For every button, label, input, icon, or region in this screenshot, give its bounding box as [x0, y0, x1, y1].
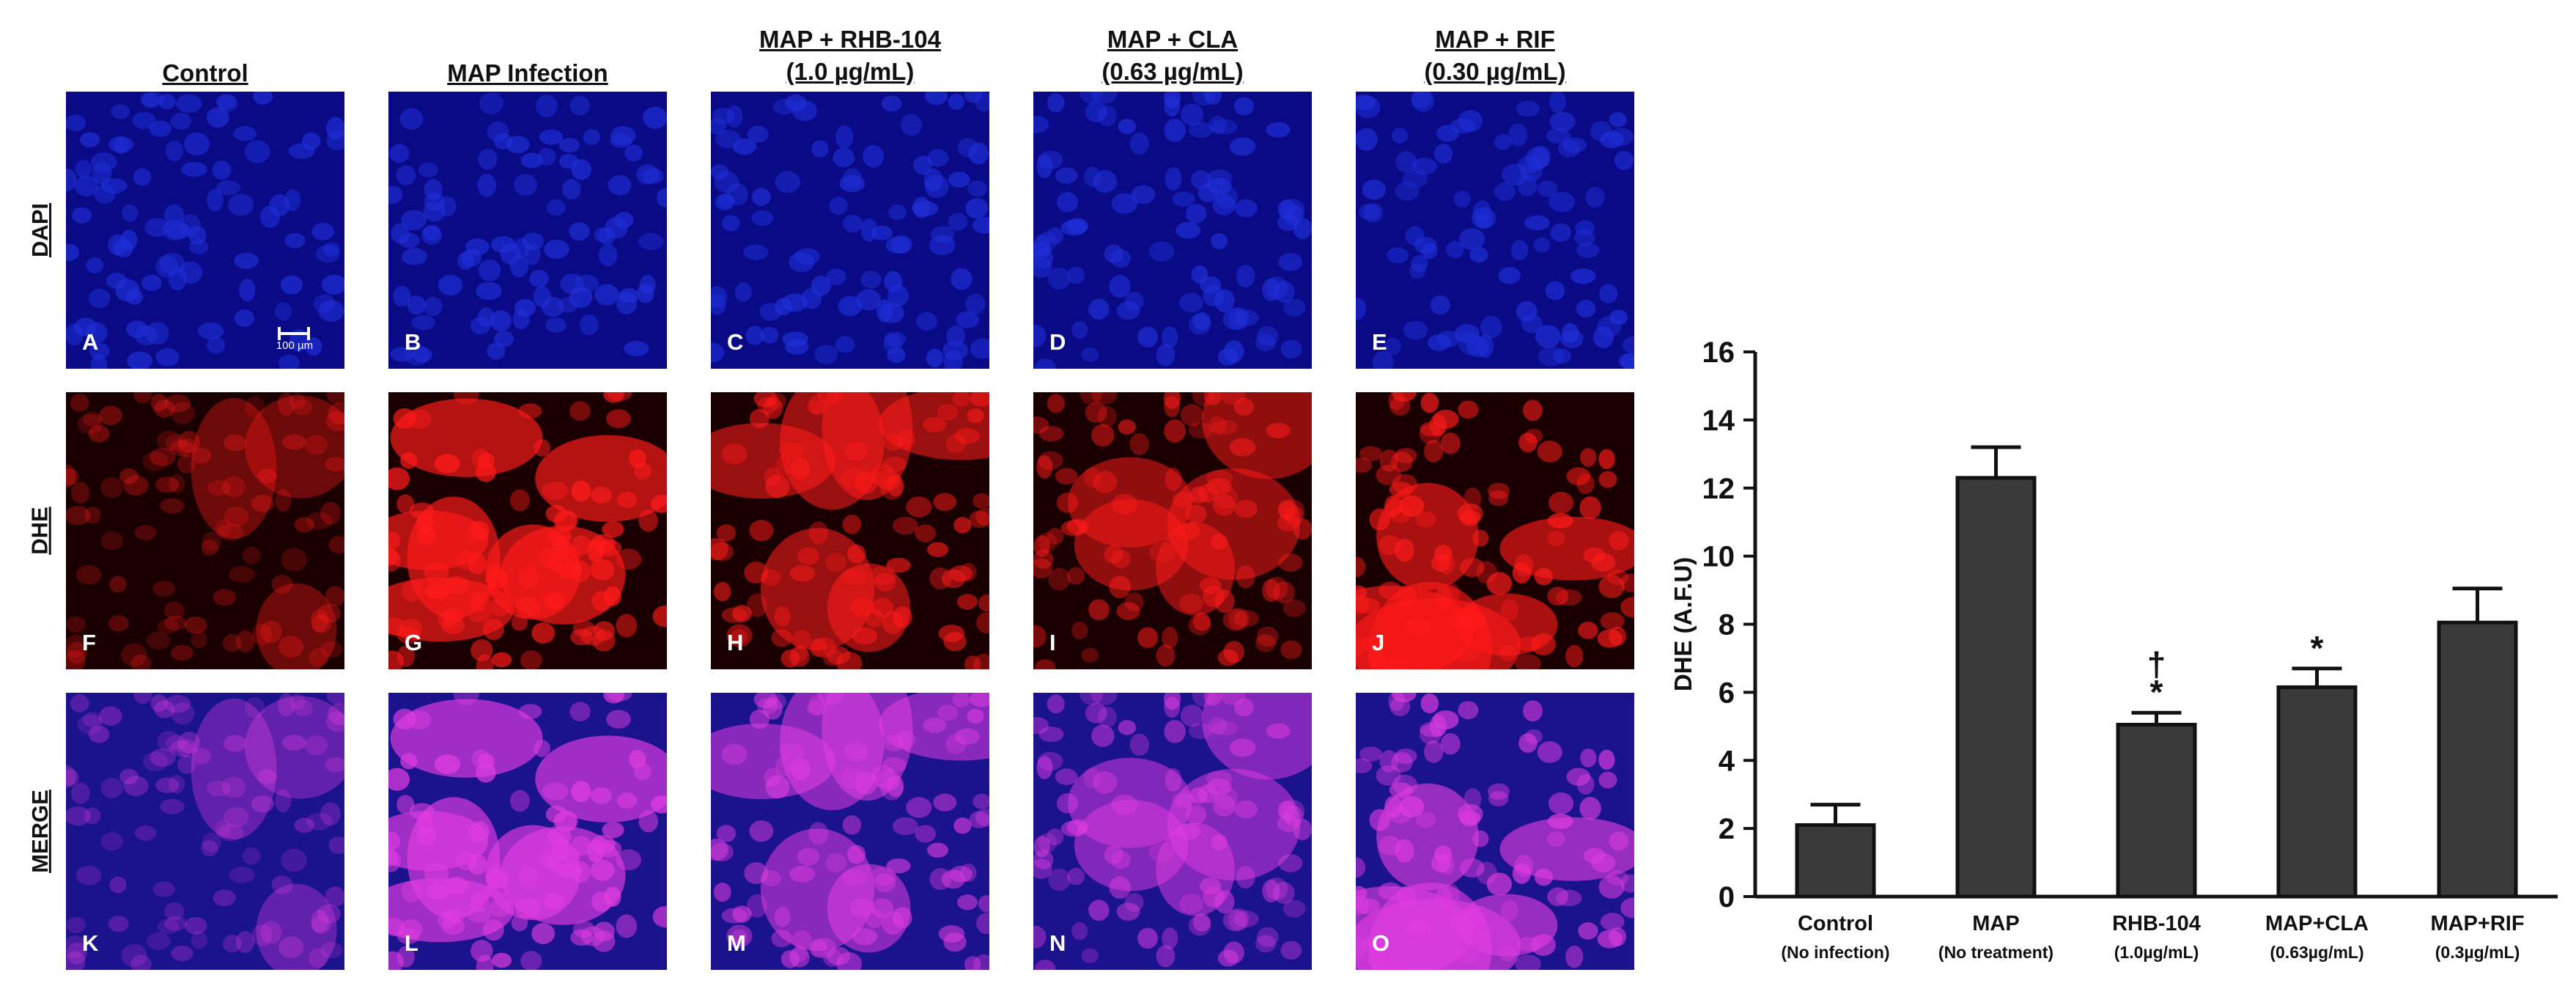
- row-label-merge: MERGE: [27, 790, 53, 873]
- panel-letter: M: [727, 930, 746, 956]
- row-label-dhe: DHE: [27, 507, 53, 555]
- dhe-bar-chart: 0 2 4 6 8 10 12 14 16 DHE (A.F.U) Control (No infec…: [1669, 336, 2558, 962]
- y-tick-label: 16: [1702, 336, 1735, 369]
- y-tick-label: 2: [1719, 813, 1735, 845]
- column-header-cla: MAP + CLA (0.63 µg/mL): [1101, 26, 1244, 85]
- panel-letter: I: [1049, 630, 1056, 655]
- micrograph-panel-merge: M: [711, 693, 989, 970]
- micrograph-panel-dhe: I: [1033, 392, 1312, 669]
- y-axis-label: DHE (A.F.U): [1669, 557, 1697, 691]
- panel-letter: D: [1049, 329, 1066, 355]
- column-header-control: Control: [162, 59, 248, 87]
- micrograph-panel-dhe: F: [66, 392, 344, 669]
- panel-letter: J: [1372, 630, 1385, 655]
- y-tick-label: 0: [1719, 881, 1735, 913]
- x-tick-sublabel: (0.63µg/mL): [2270, 943, 2363, 962]
- micrograph-panel-merge: O: [1356, 693, 1634, 970]
- bar: [2276, 685, 2358, 899]
- micrograph-panel-dapi: D: [1033, 92, 1312, 369]
- column-header-rhb104: MAP + RHB-104 (1.0 µg/mL): [759, 26, 941, 85]
- y-tick-label: 8: [1719, 609, 1735, 641]
- micrograph-panel-dhe: H: [711, 392, 989, 669]
- x-tick-label: MAP+CLA: [2265, 912, 2369, 935]
- panel-letter: E: [1372, 329, 1387, 355]
- row-label-dapi: DAPI: [27, 202, 53, 258]
- panel-letter: H: [727, 630, 744, 655]
- bar: [2116, 722, 2197, 899]
- significance-marker: *: [2311, 629, 2324, 667]
- panel-letter: L: [405, 930, 418, 956]
- column-header-rif: MAP + RIF (0.30 µg/mL): [1424, 26, 1566, 85]
- scale-bar-label: 100 µm: [276, 339, 314, 352]
- panel-letter: N: [1049, 930, 1066, 956]
- x-tick-label: MAP: [1972, 912, 2019, 935]
- significance-marker: †: [2147, 645, 2166, 683]
- bar: [1955, 476, 2037, 899]
- x-tick-sublabel: (1.0µg/mL): [2114, 943, 2199, 962]
- micrograph-panel-dapi: A 100 µm: [66, 92, 344, 369]
- y-tick-label: 12: [1702, 473, 1735, 505]
- micrograph-panel-merge: K: [66, 693, 344, 970]
- micrograph-panel-merge: L: [388, 693, 667, 970]
- x-tick-label: Control: [1798, 912, 1873, 935]
- micrograph-panel-dhe: J: [1356, 392, 1634, 669]
- panel-letter: K: [82, 930, 99, 956]
- y-tick-label: 10: [1702, 541, 1735, 573]
- panel-letter: C: [727, 329, 744, 355]
- y-tick-label: 6: [1719, 677, 1735, 709]
- x-tick-sublabel: (0.3µg/mL): [2435, 943, 2520, 962]
- micrograph-panel-dapi: E: [1356, 92, 1634, 369]
- bar: [2437, 620, 2518, 899]
- x-tick-sublabel: (No infection): [1781, 943, 1889, 962]
- panel-letter: O: [1372, 930, 1390, 956]
- panel-letter: A: [82, 329, 99, 355]
- x-tick-label: RHB-104: [2112, 912, 2201, 935]
- micrograph-panel-dapi: C: [711, 92, 989, 369]
- y-tick-label: 14: [1702, 405, 1735, 437]
- panel-letter: F: [82, 630, 96, 655]
- micrograph-panel-dhe: G: [388, 392, 667, 669]
- y-tick-label: 4: [1719, 745, 1735, 777]
- micrograph-panel-merge: N: [1033, 693, 1312, 970]
- x-tick-sublabel: (No treatment): [1938, 943, 2053, 962]
- bar: [1795, 823, 1876, 899]
- panel-letter: G: [405, 630, 423, 655]
- x-tick-label: MAP+RIF: [2430, 912, 2524, 935]
- scale-bar: 100 µm: [266, 323, 317, 353]
- significance-marker: *: [2150, 673, 2163, 711]
- panel-letter: B: [405, 329, 421, 355]
- micrograph-panel-dapi: B: [388, 92, 667, 369]
- column-header-map-infection: MAP Infection: [447, 59, 608, 87]
